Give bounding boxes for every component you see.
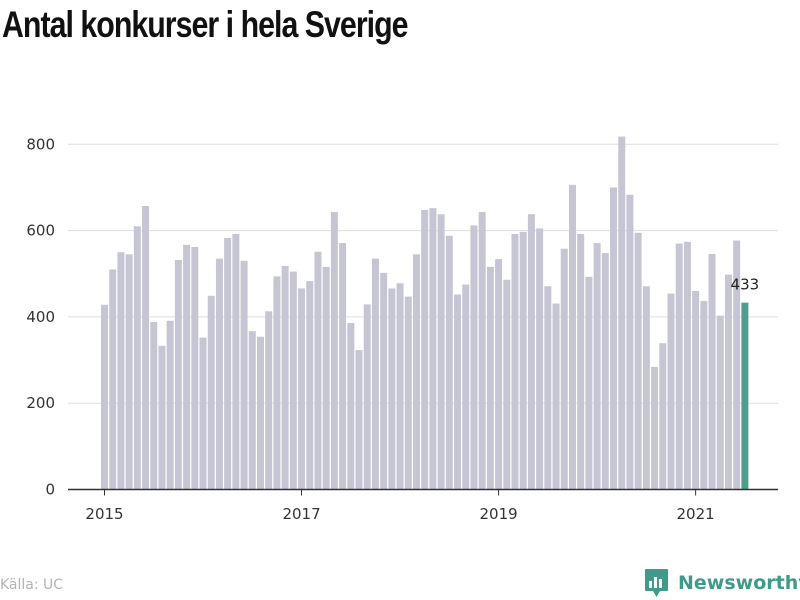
bar	[380, 272, 388, 490]
bar	[158, 345, 166, 490]
bar	[150, 322, 158, 490]
bar	[544, 286, 552, 490]
bar-latest	[741, 302, 749, 490]
bar	[733, 240, 741, 490]
x-tick-label: 2017	[282, 505, 320, 523]
y-tick-label: 400	[26, 308, 55, 326]
brand-name: Newsworthy	[678, 572, 800, 594]
bar	[314, 251, 322, 490]
x-tick-label: 2021	[677, 505, 715, 523]
bar	[322, 266, 330, 490]
bar	[240, 260, 248, 490]
source-note: Källa: UC	[0, 577, 64, 593]
bar	[511, 234, 519, 490]
bar	[232, 234, 240, 490]
brand-logo: Newsworthy	[644, 568, 800, 598]
bar	[495, 259, 503, 490]
bar	[101, 304, 108, 490]
bar	[618, 136, 626, 490]
bar	[519, 231, 527, 490]
x-tick-label: 2019	[479, 505, 517, 523]
bar	[125, 254, 133, 490]
bar	[675, 243, 683, 490]
bar	[700, 300, 708, 490]
bar	[224, 237, 232, 490]
x-tick-label: 2015	[85, 505, 123, 523]
bar	[421, 209, 429, 490]
bar	[437, 214, 445, 490]
bar	[642, 286, 650, 490]
chart-title: Antal konkurser i hela Sverige	[2, 4, 409, 45]
bar	[527, 214, 535, 490]
bar	[281, 265, 289, 490]
bar	[306, 281, 314, 490]
bar	[478, 212, 486, 490]
bar	[503, 279, 511, 490]
bar	[462, 284, 470, 490]
bar	[568, 184, 576, 490]
y-tick-label: 800	[26, 135, 55, 153]
bar	[371, 258, 379, 490]
bar	[396, 283, 404, 490]
y-tick-label: 600	[26, 222, 55, 240]
x-axis-ticks: 2015 2017 2019 2021	[85, 489, 715, 523]
bar	[724, 274, 732, 490]
bar	[347, 322, 355, 490]
bar	[183, 244, 191, 490]
bar	[133, 226, 141, 490]
bar	[659, 343, 667, 490]
bar	[610, 187, 618, 490]
y-axis-ticks: 0 200 400 600 800	[26, 135, 55, 498]
bar	[330, 212, 338, 490]
bar	[207, 295, 215, 490]
last-value-label: 433	[731, 276, 760, 294]
bar	[708, 253, 716, 490]
bar	[355, 350, 363, 490]
bar	[404, 296, 412, 490]
bar	[117, 252, 125, 490]
bar	[289, 271, 297, 490]
bar	[174, 259, 182, 490]
bar	[142, 206, 150, 490]
bar	[470, 225, 478, 490]
y-tick-label: 200	[26, 394, 55, 412]
bar	[265, 311, 273, 490]
bar	[634, 232, 642, 490]
bar	[593, 243, 601, 490]
bar	[388, 288, 396, 490]
bar	[692, 291, 700, 490]
bar	[454, 294, 462, 490]
bar	[199, 337, 207, 490]
bar	[626, 194, 634, 490]
bar-chart-icon	[645, 569, 668, 597]
y-tick-label: 0	[45, 481, 55, 499]
bar	[273, 276, 281, 490]
bar	[536, 228, 544, 490]
bar	[256, 336, 264, 490]
bar	[363, 304, 371, 490]
bar	[298, 288, 306, 490]
bar	[166, 320, 174, 490]
bar	[560, 248, 568, 490]
bar	[552, 303, 560, 490]
bar	[215, 258, 223, 490]
bar	[716, 315, 724, 490]
bar	[191, 247, 199, 490]
bars	[101, 136, 749, 490]
bar	[601, 253, 609, 490]
bar	[429, 208, 437, 490]
bar	[585, 276, 593, 490]
bar	[339, 243, 347, 490]
bar	[248, 331, 256, 490]
bar	[486, 266, 494, 490]
bar	[651, 366, 659, 490]
bar	[577, 234, 585, 490]
bar	[667, 293, 675, 490]
bar	[445, 235, 453, 490]
bar	[412, 254, 420, 490]
bar	[109, 269, 117, 490]
bar	[683, 241, 691, 490]
